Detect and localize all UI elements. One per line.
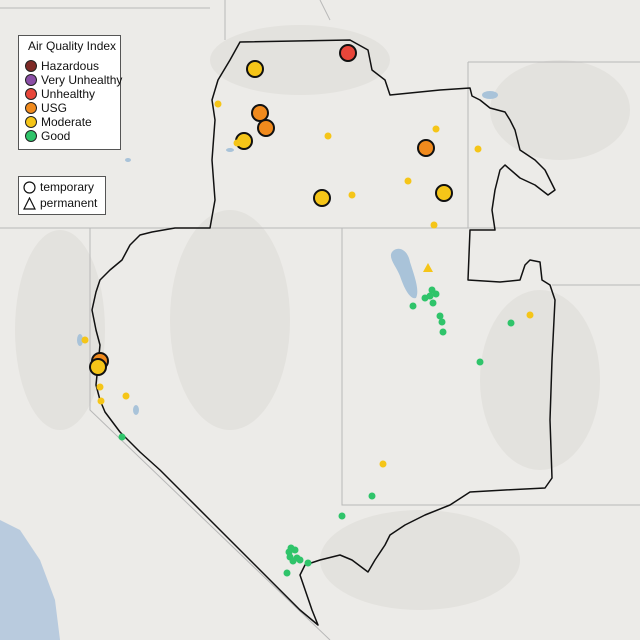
monitor-marker-good-temporary[interactable] [439,328,447,336]
monitor-marker-good-temporary[interactable] [296,556,304,564]
monitor-marker-usg-temporary[interactable] [417,139,435,157]
hazardous-swatch-icon [25,60,37,72]
monitor-marker-good-temporary[interactable] [436,312,444,320]
legend-item-label: temporary [40,180,95,194]
ocean [0,520,60,640]
legend-item-label: permanent [40,196,98,210]
usg-swatch-icon [25,102,37,114]
legend-title: Air Quality Index [28,39,117,53]
monitor-layer [81,44,534,577]
monitor-marker-moderate-temporary[interactable] [348,191,356,199]
monitor-marker-moderate-temporary[interactable] [214,100,222,108]
good-swatch-icon [25,130,37,142]
monitor-marker-good-temporary[interactable] [368,492,376,500]
monitor-marker-moderate-permanent[interactable] [423,263,433,272]
monitor-marker-moderate-temporary[interactable] [313,189,331,207]
monitor-marker-good-temporary[interactable] [304,559,312,567]
aqi-legend: Air Quality Index Hazardous Very Unhealt… [18,35,123,150]
terrain-shading [15,25,630,610]
monitor-marker-moderate-temporary[interactable] [379,460,387,468]
monitor-marker-moderate-temporary[interactable] [122,392,130,400]
monitor-marker-moderate-temporary[interactable] [89,358,107,376]
monitor-marker-good-temporary[interactable] [291,546,299,554]
monitor-marker-good-temporary[interactable] [426,292,434,300]
legend-item-label: Very Unhealthy [41,73,123,87]
monitor-marker-good-temporary[interactable] [338,512,346,520]
very-unhealthy-swatch-icon [25,74,37,86]
triangle-icon [23,197,36,210]
monitor-marker-moderate-temporary[interactable] [233,139,241,147]
monitor-type-legend: temporary permanent [18,176,106,215]
monitor-marker-moderate-temporary[interactable] [430,221,438,229]
lakes [77,91,498,415]
monitor-marker-moderate-temporary[interactable] [97,397,105,405]
monitor-marker-good-temporary[interactable] [507,319,515,327]
monitor-marker-moderate-temporary[interactable] [435,184,453,202]
monitor-marker-good-temporary[interactable] [438,318,446,326]
monitor-marker-moderate-temporary[interactable] [324,132,332,140]
monitor-marker-moderate-temporary[interactable] [474,145,482,153]
legend-item-label: USG [41,101,68,115]
legend-item-label: Good [41,129,71,143]
monitor-marker-good-temporary[interactable] [283,569,291,577]
circle-icon [23,181,36,194]
monitor-marker-moderate-temporary[interactable] [81,336,89,344]
monitor-marker-moderate-temporary[interactable] [526,311,534,319]
region-outline [91,39,556,626]
monitor-marker-good-temporary[interactable] [289,557,297,565]
monitor-marker-unhealthy-temporary[interactable] [339,44,357,62]
legend-item-label: Hazardous [41,59,100,73]
monitor-marker-good-temporary[interactable] [409,302,417,310]
monitor-marker-good-temporary[interactable] [285,548,293,556]
monitor-marker-good-temporary[interactable] [476,358,484,366]
legend-item-label: Unhealthy [41,87,96,101]
monitor-marker-moderate-temporary[interactable] [96,383,104,391]
monitor-marker-good-temporary[interactable] [118,433,126,441]
moderate-swatch-icon [25,116,37,128]
unhealthy-swatch-icon [25,88,37,100]
monitor-marker-moderate-temporary[interactable] [404,177,412,185]
monitor-marker-usg-temporary[interactable] [257,119,275,137]
legend-item-label: Moderate [41,115,92,129]
monitor-marker-good-temporary[interactable] [428,286,436,294]
monitor-marker-moderate-temporary[interactable] [432,125,440,133]
monitor-marker-usg-temporary[interactable] [251,104,269,122]
monitor-marker-good-temporary[interactable] [429,299,437,307]
monitor-marker-moderate-temporary[interactable] [246,60,264,78]
